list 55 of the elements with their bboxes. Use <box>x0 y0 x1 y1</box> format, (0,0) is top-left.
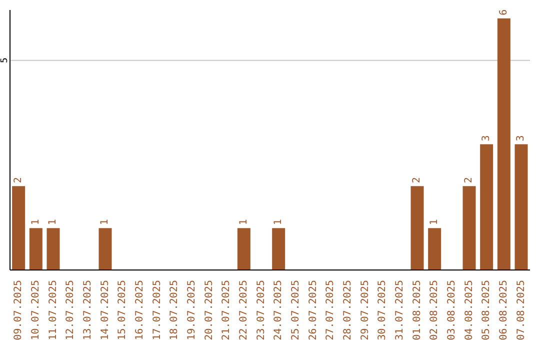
bar <box>462 186 476 270</box>
x-tick-label: 15.07.2025 <box>117 280 128 340</box>
x-tick-label: 24.07.2025 <box>273 280 284 340</box>
x-tick-label: 27.07.2025 <box>325 280 336 340</box>
x-tick-label: 28.07.2025 <box>342 280 354 340</box>
data-label: 1 <box>429 219 440 226</box>
x-tick-label: 07.08.2025 <box>516 280 527 340</box>
bar <box>497 18 510 270</box>
data-label: 1 <box>273 219 284 226</box>
data-label: 3 <box>481 135 492 142</box>
x-tick-label: 12.07.2025 <box>65 280 76 340</box>
x-tick-label: 01.08.2025 <box>412 280 423 340</box>
x-tick-label: 03.08.2025 <box>446 280 458 340</box>
x-tick-label: 21.07.2025 <box>221 280 232 340</box>
bar <box>12 186 26 270</box>
bar <box>46 228 60 270</box>
x-tick-label: 10.07.2025 <box>30 280 42 340</box>
x-tick-label: 04.08.2025 <box>464 280 475 340</box>
bar <box>29 228 42 270</box>
data-label: 3 <box>516 135 527 142</box>
bar <box>98 228 112 270</box>
y-tick-label: 5 <box>0 58 10 64</box>
data-label: 1 <box>48 219 59 226</box>
x-tick-label: 22.07.2025 <box>238 280 250 340</box>
bar <box>410 186 424 270</box>
x-tick-label: 25.07.2025 <box>290 280 302 340</box>
x-tick-label: 11.07.2025 <box>48 280 59 340</box>
x-tick-label: 09.07.2025 <box>13 280 24 340</box>
bar <box>514 144 528 270</box>
x-tick-label: 06.08.2025 <box>498 280 510 340</box>
bar <box>237 228 250 270</box>
data-label: 2 <box>412 177 423 184</box>
x-tick-label: 31.07.2025 <box>394 280 406 340</box>
x-tick-label: 26.07.2025 <box>308 280 319 340</box>
x-tick-label: 05.08.2025 <box>481 280 492 340</box>
bar <box>272 228 286 270</box>
x-tick-label: 13.07.2025 <box>82 280 94 340</box>
data-label: 1 <box>100 219 111 226</box>
x-tick-label: 23.07.2025 <box>256 280 267 340</box>
bar <box>428 228 442 270</box>
x-tick-label: 30.07.2025 <box>377 280 388 340</box>
x-tick-label: 16.07.2025 <box>134 280 146 340</box>
x-tick-label: 18.07.2025 <box>169 280 180 340</box>
x-tick-label: 14.07.2025 <box>100 280 111 340</box>
x-tick-label: 29.07.2025 <box>360 280 371 340</box>
x-tick-label: 17.07.2025 <box>152 280 163 340</box>
data-label: 1 <box>238 219 250 226</box>
data-label: 6 <box>498 9 510 16</box>
bar <box>480 144 494 270</box>
x-tick-label: 19.07.2025 <box>186 280 198 340</box>
data-label: 2 <box>464 177 475 184</box>
x-tick-label: 20.07.2025 <box>204 280 215 340</box>
data-label: 1 <box>30 219 42 226</box>
x-tick-label: 02.08.2025 <box>429 280 440 340</box>
data-label: 2 <box>13 177 24 184</box>
